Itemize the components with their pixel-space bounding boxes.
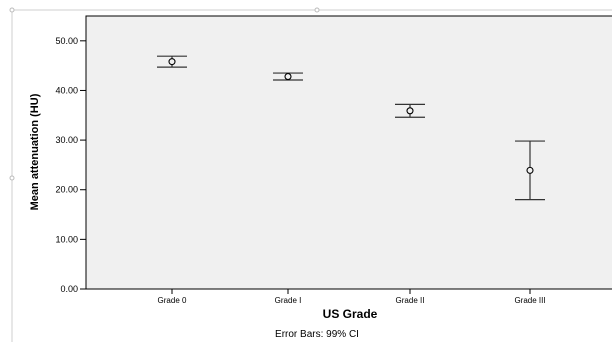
error-bar-group [515,140,545,201]
mean-marker [406,107,414,115]
mean-marker [168,58,176,66]
y-tick-label: 0.00 [60,284,78,294]
y-tick-label: 20.00 [55,185,78,195]
x-tick-label: Grade I [275,296,302,305]
y-tick-label: 10.00 [55,234,78,244]
error-bars-footnote: Error Bars: 99% CI [275,329,359,340]
x-tick-label: Grade III [514,296,545,305]
selection-frame [9,7,612,342]
error-bar-group [157,55,187,68]
y-axis: 0.00 10.00 20.00 30.00 40.00 50.00 [55,36,86,294]
y-tick-label: 50.00 [55,36,78,46]
error-bar-group [395,103,425,118]
y-axis-label: Mean attenuation (HU) [29,93,41,210]
mean-marker [526,166,534,174]
error-bar-group [273,72,303,81]
x-axis: Grade 0 Grade I Grade II Grade III [158,289,546,305]
y-tick-label: 30.00 [55,135,78,145]
mean-marker [284,73,292,81]
x-tick-label: Grade 0 [158,296,187,305]
x-tick-label: Grade II [396,296,425,305]
x-axis-label: US Grade [323,307,378,321]
plot-area [85,15,612,290]
y-tick-label: 40.00 [55,85,78,95]
error-bar-series [157,55,545,201]
